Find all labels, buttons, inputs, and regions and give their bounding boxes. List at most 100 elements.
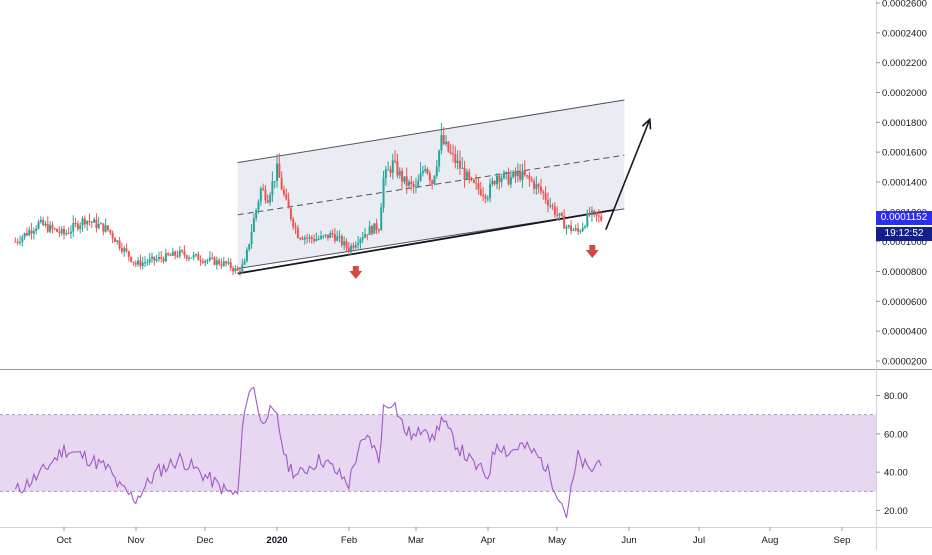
- candle-down: [296, 227, 299, 239]
- candle-up: [72, 222, 75, 232]
- candle-up: [116, 240, 119, 243]
- candle-down: [310, 237, 313, 240]
- candle-down: [264, 190, 267, 201]
- candle-up: [35, 228, 38, 232]
- candle-up: [586, 213, 589, 227]
- candle-down: [51, 224, 54, 229]
- candle-up: [123, 248, 126, 252]
- candle-up: [44, 223, 47, 226]
- candle-up: [19, 241, 22, 243]
- candle-down: [426, 168, 429, 174]
- time-tick-label: Mar: [408, 535, 424, 546]
- candle-up: [521, 170, 524, 180]
- candle-down: [102, 223, 105, 232]
- candle-up: [336, 236, 339, 241]
- candle-down: [556, 214, 559, 216]
- candle-up: [255, 209, 258, 219]
- candle-up: [39, 219, 42, 223]
- down-arrow-marker: [349, 266, 363, 279]
- candle-down: [493, 180, 496, 185]
- candle-down: [526, 175, 529, 177]
- candle-down: [113, 238, 116, 243]
- candle-up: [81, 218, 84, 226]
- candle-up: [86, 220, 89, 225]
- candle-up: [97, 223, 100, 228]
- candle-down: [389, 169, 392, 173]
- price-tick-label: 0.0002200: [882, 58, 927, 69]
- candle-down: [280, 177, 283, 190]
- candle-down: [53, 228, 56, 230]
- channel-mid-dashed-line: [237, 154, 625, 216]
- candle-down: [285, 194, 288, 200]
- candle-up: [192, 254, 195, 258]
- candle-down: [482, 194, 485, 196]
- candle-down: [377, 230, 380, 232]
- candle-down: [232, 268, 235, 272]
- candle-down: [16, 241, 19, 243]
- candle-down: [530, 179, 533, 182]
- candle-down: [299, 238, 302, 240]
- candle-down: [472, 179, 475, 183]
- candle-down: [220, 264, 223, 266]
- price-tick-label: 0.0000800: [882, 267, 927, 278]
- candle-down: [454, 154, 457, 164]
- candle-up: [491, 180, 494, 185]
- candle-down: [30, 230, 33, 234]
- candle-up: [79, 225, 82, 230]
- candle-up: [227, 262, 230, 264]
- candle-up: [438, 150, 441, 167]
- candle-up: [65, 233, 68, 235]
- candle-down: [197, 254, 200, 261]
- rsi-tick-label: 80.00: [884, 391, 908, 402]
- price-tick-label: 0.0001600: [882, 148, 927, 159]
- candle-up: [259, 188, 262, 202]
- candle-up: [188, 257, 191, 259]
- target-arrow-head: [641, 117, 652, 130]
- time-tick-label: 2020: [266, 535, 287, 546]
- candle-down: [593, 210, 596, 213]
- candle-down: [213, 257, 216, 265]
- candle-up: [502, 172, 505, 179]
- candle-up: [245, 249, 248, 262]
- candle-down: [63, 228, 65, 235]
- candle-up: [317, 238, 320, 240]
- candle-down: [125, 248, 128, 252]
- candle-up: [308, 237, 311, 239]
- candle-up: [222, 261, 225, 266]
- candle-up: [329, 233, 332, 239]
- candle-up: [509, 177, 512, 185]
- candle-down: [519, 172, 522, 180]
- candle-down: [289, 208, 292, 219]
- candle-up: [155, 259, 158, 261]
- candle-up: [23, 233, 26, 238]
- candle-up: [208, 257, 211, 261]
- candle-up: [572, 230, 575, 232]
- candle-up: [419, 173, 422, 181]
- candle-down: [546, 199, 549, 206]
- candle-up: [354, 244, 357, 248]
- candle-down: [56, 228, 59, 232]
- candle-up: [60, 228, 63, 234]
- candle-up: [359, 239, 362, 244]
- candle-up: [150, 256, 153, 259]
- price-tick-label: 0.0002000: [882, 88, 927, 99]
- candle-down: [447, 141, 450, 152]
- candle-up: [440, 135, 443, 151]
- candle-up: [417, 180, 420, 187]
- target-arrow-line: [605, 119, 651, 231]
- candle-up: [350, 245, 353, 252]
- candle-up: [424, 168, 427, 171]
- candle-down: [225, 261, 228, 264]
- candle-down: [134, 262, 137, 265]
- candle-up: [324, 234, 327, 236]
- candle-up: [581, 227, 584, 232]
- candle-up: [257, 201, 260, 210]
- candle-down: [139, 260, 142, 266]
- candle-down: [313, 239, 316, 241]
- time-tick-label: Dec: [197, 535, 214, 546]
- candle-up: [215, 260, 218, 265]
- candle-down: [498, 175, 501, 182]
- price-tick-label: 0.0001800: [882, 118, 927, 129]
- candle-down: [67, 233, 70, 235]
